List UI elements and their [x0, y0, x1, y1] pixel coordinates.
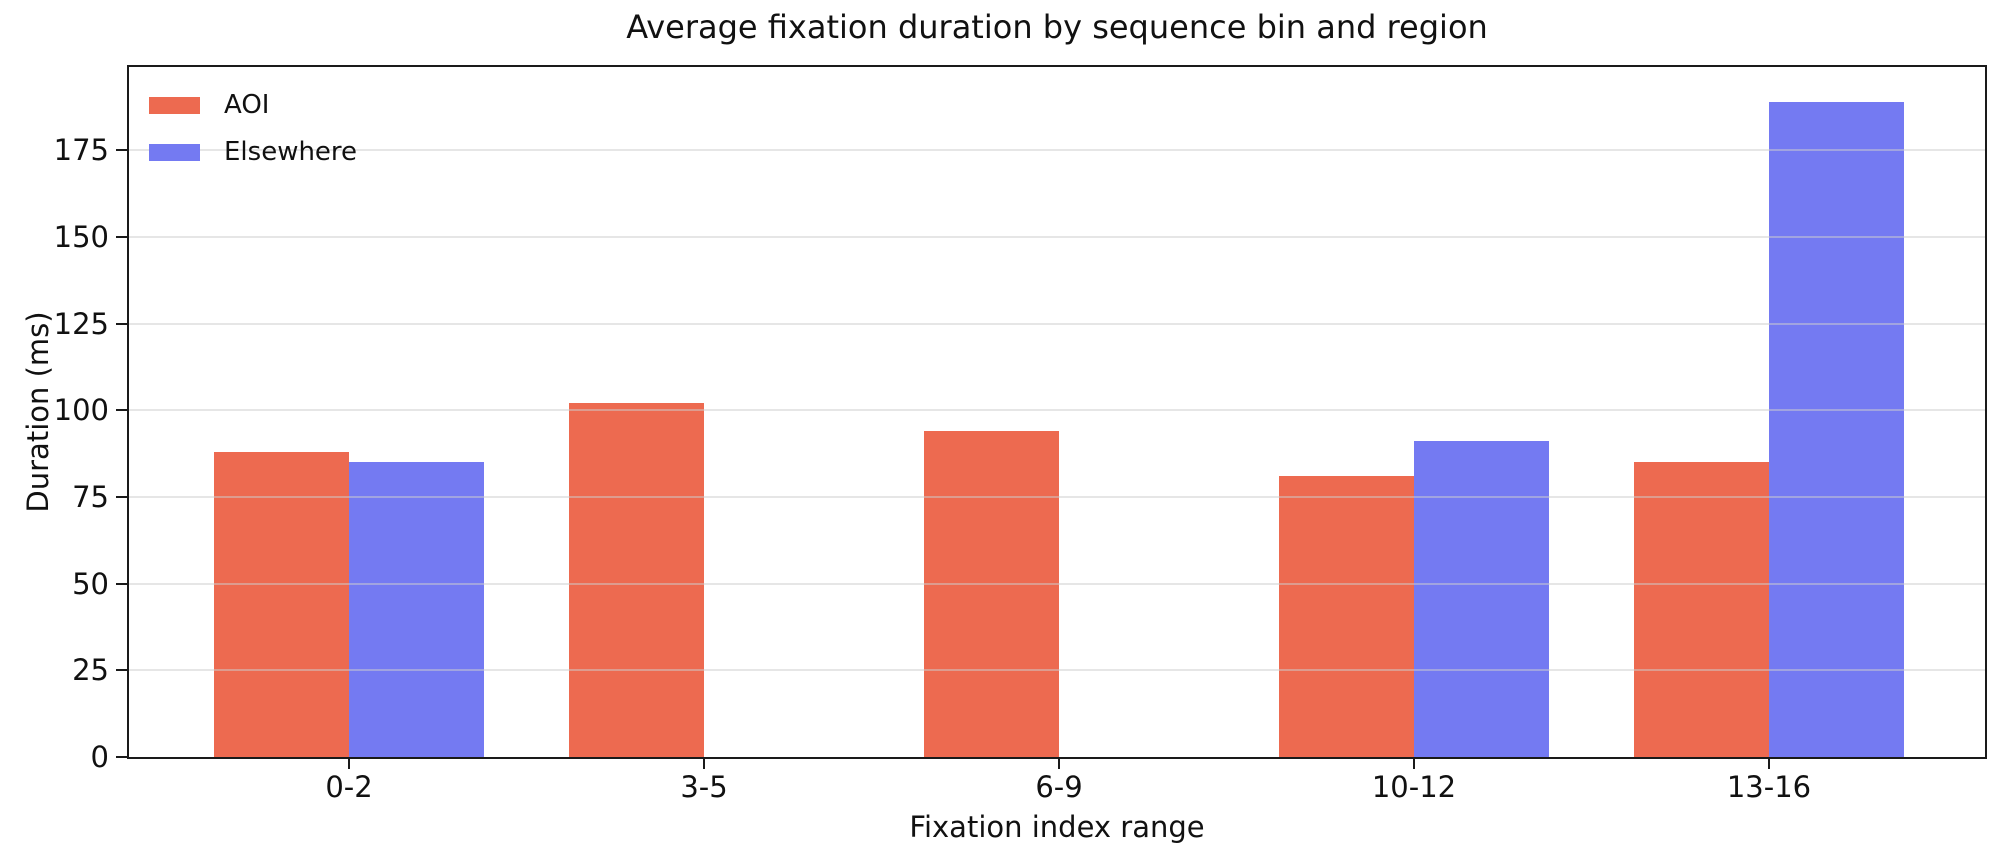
- x-tick-label-3-5: 3-5: [680, 770, 728, 804]
- y-tick-label-175: 175: [53, 133, 109, 168]
- y-tick-75: [116, 495, 127, 498]
- legend-swatch-aoi: [149, 96, 200, 114]
- y-tick-label-50: 50: [72, 566, 109, 601]
- y-tick-150: [116, 235, 127, 238]
- x-tick-label-10-12: 10-12: [1371, 770, 1457, 804]
- bar-aoi-6-9: [924, 431, 1059, 757]
- gridline-150: [129, 235, 1985, 238]
- x-tick-3-5: [703, 758, 705, 769]
- plot-area: AOI Elsewhere 0 25 50 75 100 125 150 175 0-2 3-5 6-…: [54, 65, 1987, 803]
- legend: AOI Elsewhere: [149, 91, 357, 166]
- y-tick-label-0: 0: [90, 740, 109, 774]
- bar-elsewhere-0-2: [349, 462, 484, 757]
- y-tick-0: [116, 756, 127, 758]
- y-tick-label-25: 25: [72, 653, 109, 688]
- y-tick-25: [116, 669, 127, 672]
- bar-elsewhere-13-16: [1769, 101, 1904, 757]
- bar-aoi-3-5: [569, 403, 704, 757]
- y-tick-label-125: 125: [53, 306, 109, 341]
- x-tick-label-0-2: 0-2: [325, 770, 373, 804]
- x-tick-13-16: [1768, 758, 1770, 769]
- x-tick-10-12: [1413, 758, 1415, 769]
- legend-label-elsewhere: Elsewhere: [224, 137, 358, 167]
- y-tick-label-100: 100: [53, 393, 109, 428]
- y-tick-50: [116, 582, 127, 585]
- legend-item-elsewhere: Elsewhere: [149, 138, 357, 166]
- y-tick-100: [116, 409, 127, 412]
- bar-aoi-0-2: [214, 451, 349, 757]
- legend-swatch-elsewhere: [149, 143, 200, 161]
- gridline-100: [129, 409, 1985, 412]
- x-tick-label-6-9: 6-9: [1035, 770, 1083, 804]
- bar-elsewhere-10-12: [1414, 441, 1549, 757]
- gridline-175: [129, 149, 1985, 152]
- x-axis-label: Fixation index range: [909, 810, 1205, 844]
- y-tick-125: [116, 322, 127, 325]
- bar-aoi-10-12: [1279, 476, 1414, 757]
- y-tick-label-75: 75: [72, 479, 109, 514]
- legend-item-aoi: AOI: [149, 91, 357, 119]
- x-tick-label-13-16: 13-16: [1726, 770, 1812, 804]
- x-tick-6-9: [1058, 758, 1060, 769]
- chart-title: Average fixation duration by sequence bi…: [626, 8, 1488, 46]
- bar-aoi-13-16: [1634, 462, 1769, 757]
- gridline-125: [129, 322, 1985, 325]
- y-tick-175: [116, 149, 127, 152]
- y-tick-label-150: 150: [53, 219, 109, 254]
- x-tick-0-2: [348, 758, 350, 769]
- legend-label-aoi: AOI: [224, 90, 270, 120]
